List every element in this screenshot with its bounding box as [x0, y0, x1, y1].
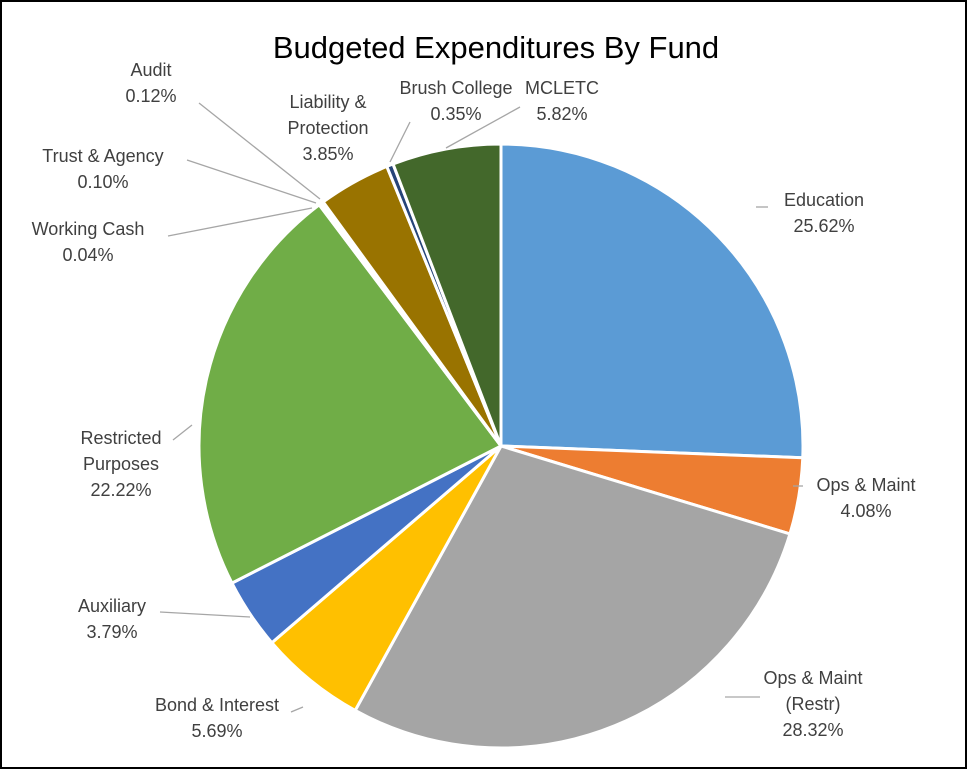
slice-label: MCLETC 5.82% — [525, 78, 599, 124]
pie-slice — [391, 142, 503, 447]
slice-label: Education 25.62% — [784, 190, 864, 236]
leader-line — [159, 611, 251, 618]
slice-label: Liability & Protection 3.85% — [287, 92, 368, 164]
slice-category-label: Ops & Maint — [816, 475, 915, 495]
leader-line — [445, 106, 521, 149]
pie-slice — [499, 142, 805, 460]
slice-category-label: Protection — [287, 118, 368, 138]
leader-line — [172, 424, 193, 441]
slice-value-label: 3.79% — [86, 622, 137, 642]
slice-value-label: 5.69% — [191, 721, 242, 741]
leader-line — [290, 706, 304, 713]
pie-slices — [197, 142, 805, 750]
slice-value-label: 25.62% — [793, 216, 854, 236]
slice-label: Auxiliary 3.79% — [78, 596, 146, 642]
slice-category-label: Liability & — [289, 92, 366, 112]
pie-slice — [353, 444, 792, 750]
slice-label: Trust & Agency 0.10% — [42, 146, 163, 192]
slice-label: Bond & Interest 5.69% — [155, 695, 279, 741]
slice-label: Ops & Maint (Restr) 28.32% — [763, 668, 862, 740]
slice-labels: Education 25.62%Ops & Maint 4.08%Ops & Mai… — [32, 60, 916, 741]
slice-label: Audit 0.12% — [125, 60, 176, 106]
slice-category-label: Brush College — [399, 78, 512, 98]
leader-line — [167, 207, 313, 237]
slice-label: Ops & Maint 4.08% — [816, 475, 915, 521]
slice-value-label: 0.35% — [430, 104, 481, 124]
slice-category-label: Working Cash — [32, 219, 145, 239]
slice-category-label: Trust & Agency — [42, 146, 163, 166]
slice-category-label: Education — [784, 190, 864, 210]
slice-value-label: 5.82% — [536, 104, 587, 124]
slice-value-label: 22.22% — [90, 480, 151, 500]
slice-value-label: 3.85% — [302, 144, 353, 164]
slice-label: Working Cash 0.04% — [32, 219, 145, 265]
slice-label: Restricted Purposes 22.22% — [80, 428, 161, 500]
slice-category-label: Purposes — [83, 454, 159, 474]
leader-line — [389, 121, 411, 163]
slice-category-label: Ops & Maint — [763, 668, 862, 688]
leader-lines — [159, 102, 803, 713]
slice-category-label: Bond & Interest — [155, 695, 279, 715]
slice-value-label: 0.10% — [77, 172, 128, 192]
leader-line — [198, 102, 321, 200]
slice-label: Brush College 0.35% — [399, 78, 512, 124]
slice-category-label: Restricted — [80, 428, 161, 448]
chart-title: Budgeted Expenditures By Fund — [273, 30, 719, 65]
slice-value-label: 4.08% — [840, 501, 891, 521]
slice-value-label: 0.04% — [62, 245, 113, 265]
leader-line — [186, 159, 317, 204]
pie-slice — [197, 202, 504, 586]
slice-value-label: 0.12% — [125, 86, 176, 106]
slice-category-label: Audit — [130, 60, 171, 80]
slice-category-label: MCLETC — [525, 78, 599, 98]
slice-category-label: Auxiliary — [78, 596, 146, 616]
slice-value-label: 28.32% — [782, 720, 843, 740]
slice-category-label: (Restr) — [786, 694, 841, 714]
